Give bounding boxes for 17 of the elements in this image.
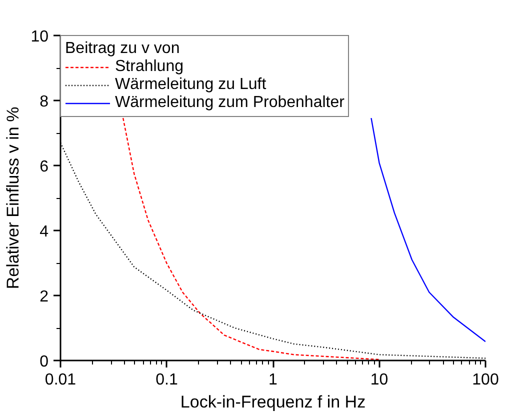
y-tick-label: 0 <box>40 354 49 370</box>
x-tick-label: 10 <box>370 372 388 388</box>
x-tick-label: 0.01 <box>44 372 76 388</box>
y-axis-title: Relativer Einfluss v in % <box>4 106 23 290</box>
y-tick-label: 2 <box>40 288 49 306</box>
x-tick-label: 100 <box>472 372 499 388</box>
y-tick-label: 4 <box>40 224 49 240</box>
legend-title: Beitrag zu v von <box>65 40 181 58</box>
legend-label: Strahlung <box>115 58 184 76</box>
y-tick-label: 10 <box>30 28 49 46</box>
legend-label: Wärmeleitung zum Probenhalter <box>115 94 344 112</box>
y-tick-label: 8 <box>40 94 49 110</box>
x-tick-label: 0.1 <box>156 372 178 388</box>
x-axis-title: Lock-in-Frequenz f in Hz <box>180 392 366 412</box>
legend-label: Wärmeleitung zu Luft <box>115 76 266 94</box>
x-tick-label: 1 <box>268 372 278 388</box>
y-tick-label: 6 <box>40 158 49 176</box>
